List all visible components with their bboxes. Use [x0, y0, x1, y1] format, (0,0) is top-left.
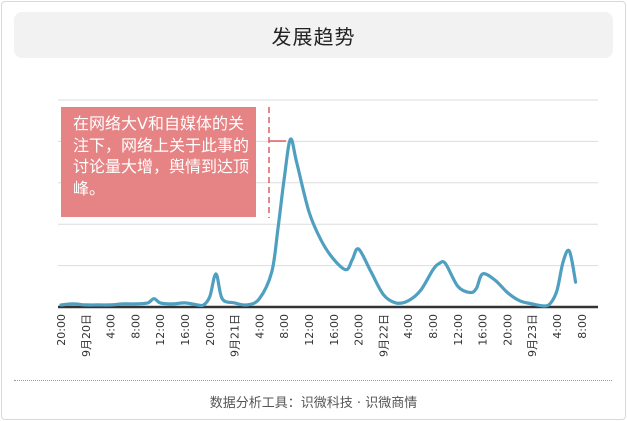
title-bar: 发展趋势 — [14, 12, 613, 58]
x-tick-label: 20:00 — [204, 314, 217, 346]
x-tick-label: 12:00 — [303, 314, 316, 346]
x-tick-label: 8:00 — [278, 314, 291, 339]
data-source-label: 数据分析工具：识微科技 · 识微商情 — [209, 396, 418, 411]
x-tick-label: 12:00 — [154, 314, 167, 346]
x-tick-label: 20:00 — [353, 314, 366, 346]
x-tick-label: 9月21日 — [229, 314, 242, 357]
annotation-text: 在网络大V和自媒体的关注下，网络上关于此事的讨论量大增，舆情到达顶峰。 — [73, 114, 250, 198]
x-tick-label: 16:00 — [179, 314, 192, 346]
x-tick-label: 8:00 — [576, 314, 589, 339]
x-tick-label: 8:00 — [427, 314, 440, 339]
x-tick-label: 4:00 — [253, 314, 266, 339]
x-tick-label: 20:00 — [55, 314, 68, 346]
series-line — [59, 137, 578, 308]
x-tick-label: 9月23日 — [526, 314, 539, 357]
x-tick-label: 9月20日 — [80, 314, 93, 357]
x-tick-label: 12:00 — [452, 314, 465, 346]
x-tick-label: 16:00 — [477, 314, 490, 346]
chart-title: 发展趋势 — [271, 24, 356, 49]
footer-divider — [14, 380, 612, 381]
x-tick-label: 8:00 — [129, 314, 142, 339]
x-tick-label: 4:00 — [551, 314, 564, 339]
x-tick-label: 20:00 — [501, 314, 514, 346]
x-tick-label: 4:00 — [105, 314, 118, 339]
annotation-box: 在网络大V和自媒体的关注下，网络上关于此事的讨论量大增，舆情到达顶峰。 — [61, 107, 256, 217]
x-tick-label: 9月22日 — [377, 314, 390, 357]
x-tick-label: 4:00 — [402, 314, 415, 339]
x-tick-label: 16:00 — [328, 314, 341, 346]
